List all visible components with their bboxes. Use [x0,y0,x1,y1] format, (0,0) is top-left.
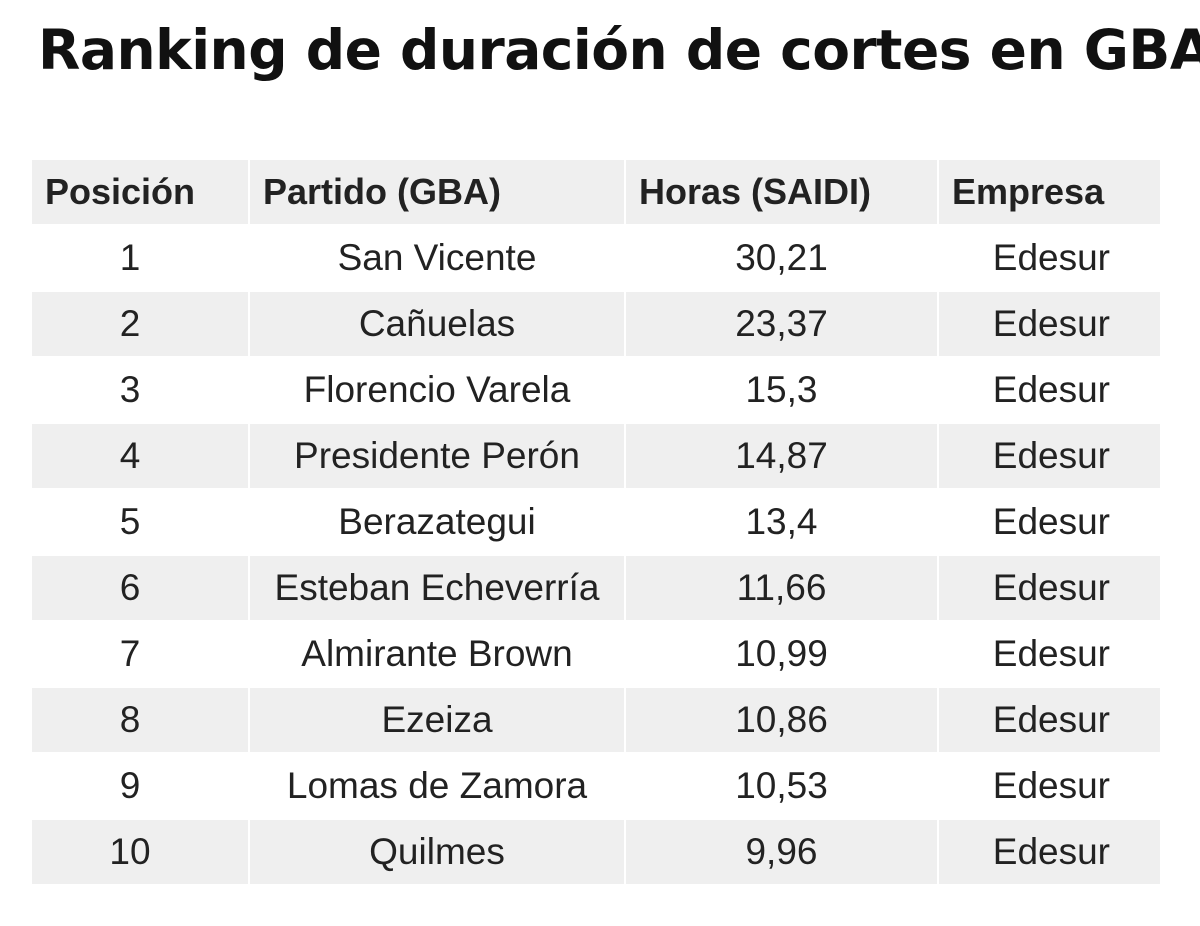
cell-empresa: Edesur [939,820,1160,886]
column-header-empresa: Empresa [939,160,1160,226]
cell-partido: Quilmes [250,820,626,886]
cell-empresa: Edesur [939,292,1160,358]
cell-empresa: Edesur [939,754,1160,820]
cell-horas: 14,87 [626,424,939,490]
table-row: 1 San Vicente 30,21 Edesur [32,226,1160,292]
cell-horas: 13,4 [626,490,939,556]
table-row: 9 Lomas de Zamora 10,53 Edesur [32,754,1160,820]
cell-empresa: Edesur [939,358,1160,424]
cell-partido: Almirante Brown [250,622,626,688]
cell-empresa: Edesur [939,424,1160,490]
chart-title: Ranking de duración de cortes en GBA [38,18,1200,82]
cell-partido: Ezeiza [250,688,626,754]
table-row: 8 Ezeiza 10,86 Edesur [32,688,1160,754]
cell-horas: 11,66 [626,556,939,622]
cell-posicion: 8 [32,688,250,754]
table-row: 3 Florencio Varela 15,3 Edesur [32,358,1160,424]
ranking-table: Posición Partido (GBA) Horas (SAIDI) Emp… [32,160,1160,886]
cell-empresa: Edesur [939,556,1160,622]
cell-empresa: Edesur [939,490,1160,556]
cell-partido: San Vicente [250,226,626,292]
cell-posicion: 1 [32,226,250,292]
cell-empresa: Edesur [939,622,1160,688]
cell-posicion: 6 [32,556,250,622]
cell-horas: 10,53 [626,754,939,820]
table-body: 1 San Vicente 30,21 Edesur 2 Cañuelas 23,37 Ede… [32,226,1160,886]
cell-posicion: 5 [32,490,250,556]
column-header-partido: Partido (GBA) [250,160,626,226]
cell-posicion: 3 [32,358,250,424]
cell-empresa: Edesur [939,688,1160,754]
cell-partido: Esteban Echeverría [250,556,626,622]
cell-posicion: 4 [32,424,250,490]
cell-horas: 10,86 [626,688,939,754]
table-header-row: Posición Partido (GBA) Horas (SAIDI) Emp… [32,160,1160,226]
table-row: 10 Quilmes 9,96 Edesur [32,820,1160,886]
column-header-posicion: Posición [32,160,250,226]
cell-empresa: Edesur [939,226,1160,292]
cell-horas: 10,99 [626,622,939,688]
table-row: 7 Almirante Brown 10,99 Edesur [32,622,1160,688]
table-row: 2 Cañuelas 23,37 Edesur [32,292,1160,358]
cell-posicion: 9 [32,754,250,820]
cell-posicion: 7 [32,622,250,688]
cell-horas: 23,37 [626,292,939,358]
table-row: 4 Presidente Perón 14,87 Edesur [32,424,1160,490]
cell-partido: Lomas de Zamora [250,754,626,820]
cell-posicion: 2 [32,292,250,358]
cell-posicion: 10 [32,820,250,886]
table-row: 5 Berazategui 13,4 Edesur [32,490,1160,556]
cell-partido: Cañuelas [250,292,626,358]
cell-horas: 9,96 [626,820,939,886]
cell-horas: 15,3 [626,358,939,424]
cell-horas: 30,21 [626,226,939,292]
cell-partido: Presidente Perón [250,424,626,490]
cell-partido: Florencio Varela [250,358,626,424]
column-header-horas: Horas (SAIDI) [626,160,939,226]
table-row: 6 Esteban Echeverría 11,66 Edesur [32,556,1160,622]
cell-partido: Berazategui [250,490,626,556]
